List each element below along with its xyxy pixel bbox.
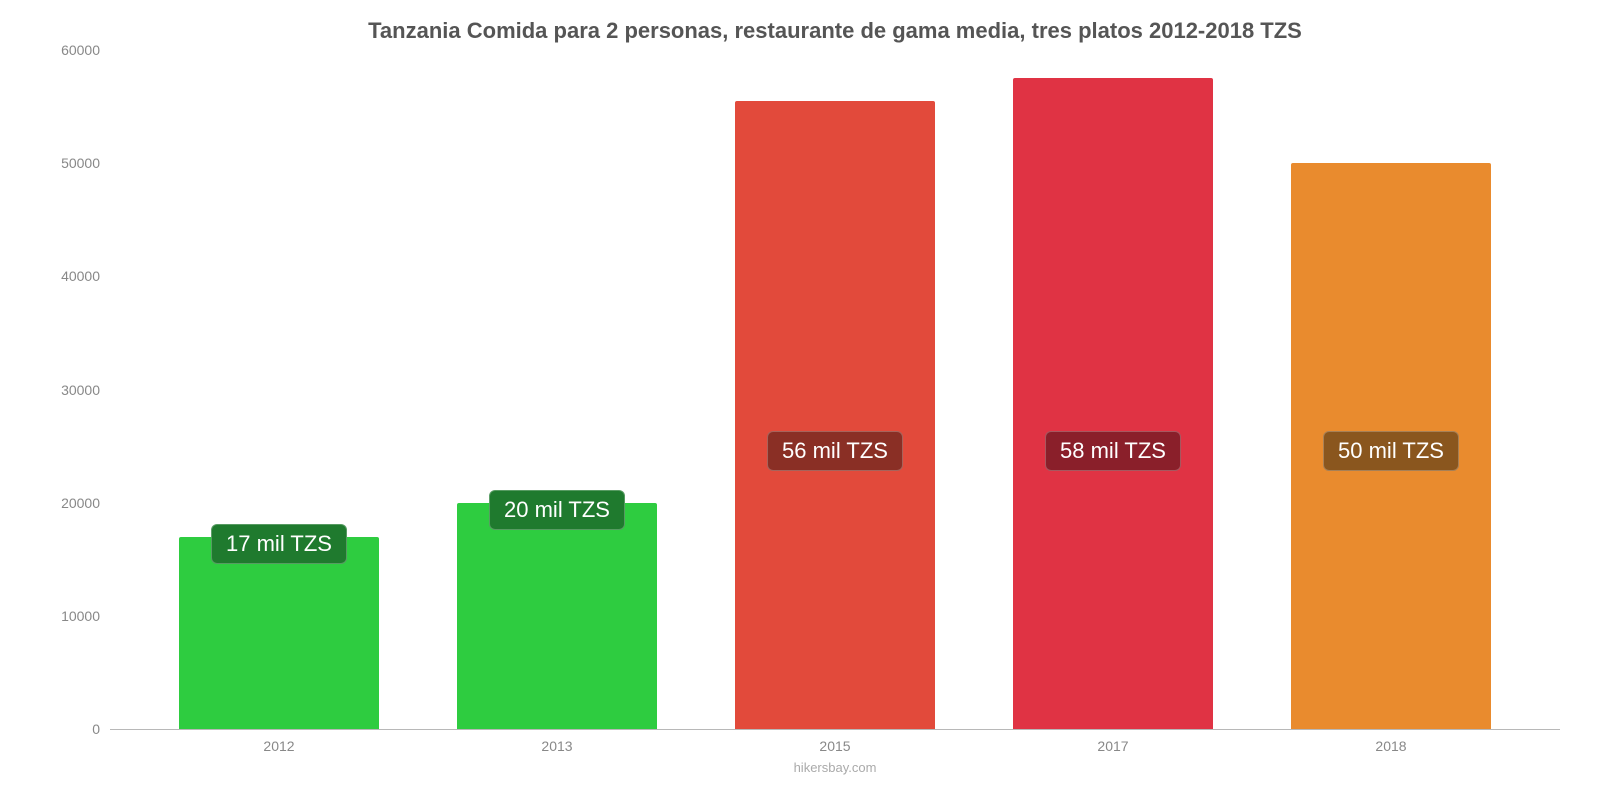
plot-area: 17 mil TZS 20 mil TZS 56 mil TZS 58 mil TZS… xyxy=(110,50,1560,730)
x-axis-labels: 20122013201520172018 xyxy=(110,730,1560,754)
y-tick-label: 30000 xyxy=(40,382,100,398)
bar-value-label: 20 mil TZS xyxy=(489,490,625,530)
y-tick-label: 0 xyxy=(40,721,100,737)
bar-slot: 50 mil TZS xyxy=(1252,50,1530,729)
y-tick-label: 10000 xyxy=(40,608,100,624)
x-tick-label: 2012 xyxy=(140,738,418,754)
bar-value-label: 56 mil TZS xyxy=(767,431,903,471)
bar-value-label: 58 mil TZS xyxy=(1045,431,1181,471)
y-tick-label: 20000 xyxy=(40,495,100,511)
bar xyxy=(457,503,657,729)
bar-slot: 56 mil TZS xyxy=(696,50,974,729)
bars-group: 17 mil TZS 20 mil TZS 56 mil TZS 58 mil TZS… xyxy=(110,50,1560,729)
source-text: hikersbay.com xyxy=(110,760,1560,775)
bar-value-label: 17 mil TZS xyxy=(211,524,347,564)
bar xyxy=(735,101,935,729)
bar-slot: 17 mil TZS xyxy=(140,50,418,729)
bar-slot: 58 mil TZS xyxy=(974,50,1252,729)
y-tick-label: 60000 xyxy=(40,42,100,58)
x-tick-label: 2015 xyxy=(696,738,974,754)
x-tick-label: 2013 xyxy=(418,738,696,754)
chart-title: Tanzania Comida para 2 personas, restaur… xyxy=(110,18,1560,44)
bar xyxy=(179,537,379,729)
bar xyxy=(1013,78,1213,729)
x-tick-label: 2018 xyxy=(1252,738,1530,754)
bar-slot: 20 mil TZS xyxy=(418,50,696,729)
y-tick-label: 50000 xyxy=(40,155,100,171)
chart-container: Tanzania Comida para 2 personas, restaur… xyxy=(0,0,1600,800)
x-tick-label: 2017 xyxy=(974,738,1252,754)
y-tick-label: 40000 xyxy=(40,268,100,284)
bar-value-label: 50 mil TZS xyxy=(1323,431,1459,471)
